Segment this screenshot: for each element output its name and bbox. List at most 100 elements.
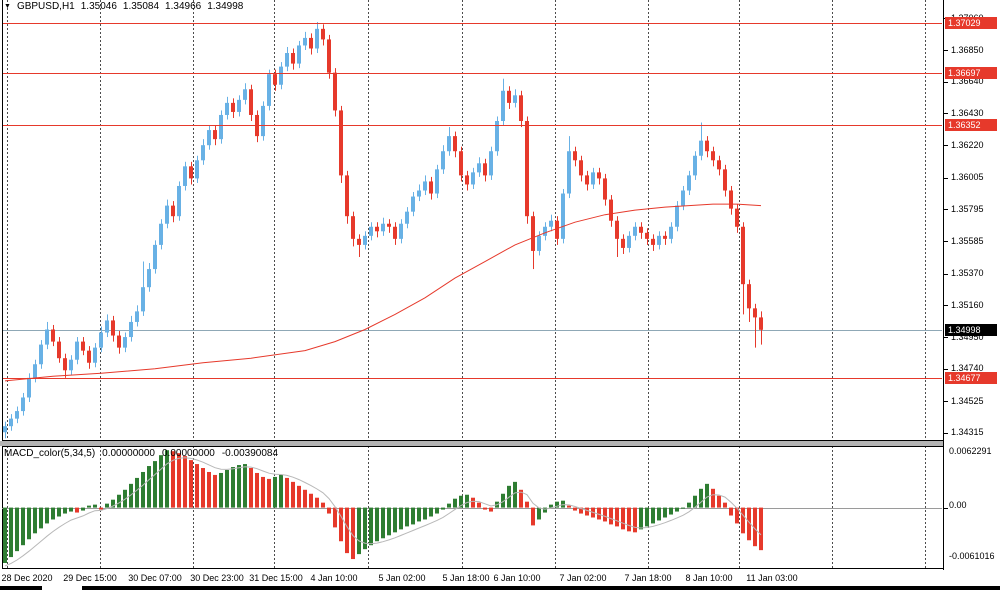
date-label: 8 Jan 10:00	[685, 573, 733, 583]
macd-histogram-bar	[531, 507, 535, 526]
macd-histogram-bar	[741, 507, 745, 534]
macd-histogram-bar	[39, 507, 43, 529]
price-tick-label: 1.36005	[951, 172, 984, 182]
macd-histogram-bar	[87, 505, 91, 508]
candle-body	[45, 329, 49, 345]
date-label: 4 Jan 10:00	[310, 573, 358, 583]
macd-histogram-bar	[111, 499, 115, 508]
candle-body	[135, 311, 139, 322]
macd-histogram-bar	[63, 507, 67, 514]
candle-body	[9, 418, 13, 427]
macd-value-2: 0.00000000	[162, 448, 215, 459]
candle-body	[273, 74, 277, 85]
price-tick-label: 1.34740	[951, 363, 984, 373]
macd-histogram-bar	[249, 468, 253, 508]
candle-body	[309, 37, 313, 49]
candle-body	[291, 53, 295, 64]
macd-histogram-bar	[27, 507, 31, 540]
candle-body	[27, 377, 31, 398]
level-price-label: 1.36697	[945, 67, 997, 79]
macd-histogram-bar	[153, 461, 157, 508]
candle-body	[747, 284, 751, 309]
macd-histogram-bar	[537, 507, 541, 520]
date-label: 7 Jan 02:00	[559, 573, 607, 583]
date-label: 29 Dec 15:00	[63, 573, 117, 583]
price-tick-label: 1.35795	[951, 204, 984, 214]
candle-body	[249, 89, 253, 115]
candle-body	[723, 169, 727, 191]
macd-histogram-bar	[357, 507, 361, 555]
candle-body	[729, 190, 733, 209]
candle-body	[69, 359, 73, 371]
candle-body	[633, 226, 637, 236]
candle-body	[591, 172, 595, 185]
macd-histogram-bar	[441, 507, 445, 510]
candle-body	[615, 220, 619, 239]
macd-indicator-label: MACD_color(5,34,5) 0.00000000 0.00000000 -0…	[4, 448, 285, 459]
candle-body	[621, 238, 625, 248]
candle-body	[15, 411, 19, 419]
macd-histogram-bar	[519, 489, 523, 508]
price-tick-mark	[944, 178, 948, 179]
candle-body	[411, 196, 415, 212]
candle-body	[567, 151, 571, 194]
candle-body	[489, 151, 493, 176]
macd-histogram-bar	[195, 464, 199, 508]
candle-body	[525, 121, 529, 217]
moving-average-line	[4, 203, 762, 382]
macd-histogram-bar	[189, 460, 193, 508]
date-label: 28 Dec 2020	[1, 573, 53, 583]
macd-panel-top-border	[2, 446, 943, 447]
macd-histogram-bar	[33, 507, 37, 534]
candle-body	[441, 151, 445, 170]
time-axis[interactable]: 28 Dec 2020 29 Dec 15:00 30 Dec 07:00 30 De…	[0, 570, 1000, 586]
candle-wick	[359, 234, 360, 257]
candle-body	[741, 226, 745, 285]
macd-histogram-bar	[177, 453, 181, 508]
horizontal-level-line	[2, 378, 942, 379]
date-label: 6 Jan 10:00	[493, 573, 541, 583]
macd-histogram-bar	[645, 507, 649, 527]
symbol-dropdown-icon[interactable]: ▼	[4, 3, 11, 10]
price-tick-mark	[944, 369, 948, 370]
candle-body	[267, 74, 271, 106]
macd-axis-zero-label: 0.00	[949, 500, 967, 510]
candle-body	[585, 175, 589, 185]
candle-body	[303, 37, 307, 46]
candle-body	[429, 181, 433, 194]
macd-histogram-bar	[369, 507, 373, 546]
macd-value-1: 0.00000000	[102, 448, 155, 459]
macd-histogram-bar	[279, 474, 283, 508]
macd-axis-max-label: 0.0062291	[949, 446, 992, 456]
macd-axis-min-label: -0.0061016	[949, 551, 995, 561]
candle-body	[669, 226, 673, 239]
candle-body	[597, 172, 601, 179]
candle-body	[609, 199, 613, 221]
macd-histogram-bar	[573, 507, 577, 511]
price-tick-mark	[944, 145, 948, 146]
price-tick-label: 1.36430	[951, 108, 984, 118]
macd-histogram-bar	[243, 464, 247, 508]
macd-histogram-bar	[465, 494, 469, 508]
macd-histogram-bar	[453, 498, 457, 508]
macd-histogram-bar	[423, 507, 427, 520]
candle-body	[57, 341, 61, 359]
macd-histogram-bar	[459, 495, 463, 508]
chart-canvas[interactable]	[0, 0, 943, 586]
macd-histogram-bar	[429, 507, 433, 517]
macd-panel-bottom-border	[2, 568, 943, 569]
macd-histogram-bar	[231, 467, 235, 508]
candle-body	[513, 95, 517, 103]
macd-histogram-bar	[753, 507, 757, 547]
candle-body	[423, 181, 427, 191]
candle-body	[21, 397, 25, 412]
candle-body	[363, 235, 367, 245]
bottom-scroll-bar[interactable]	[0, 586, 1000, 590]
macd-histogram-bar	[681, 507, 685, 509]
macd-histogram-bar	[141, 471, 145, 508]
candle-body	[3, 426, 7, 433]
price-axis[interactable]: 1.370601.368501.366401.364301.362201.360…	[943, 0, 1000, 570]
macd-histogram-bar	[327, 507, 331, 514]
candle-body	[231, 102, 235, 112]
candle-body	[375, 226, 379, 232]
